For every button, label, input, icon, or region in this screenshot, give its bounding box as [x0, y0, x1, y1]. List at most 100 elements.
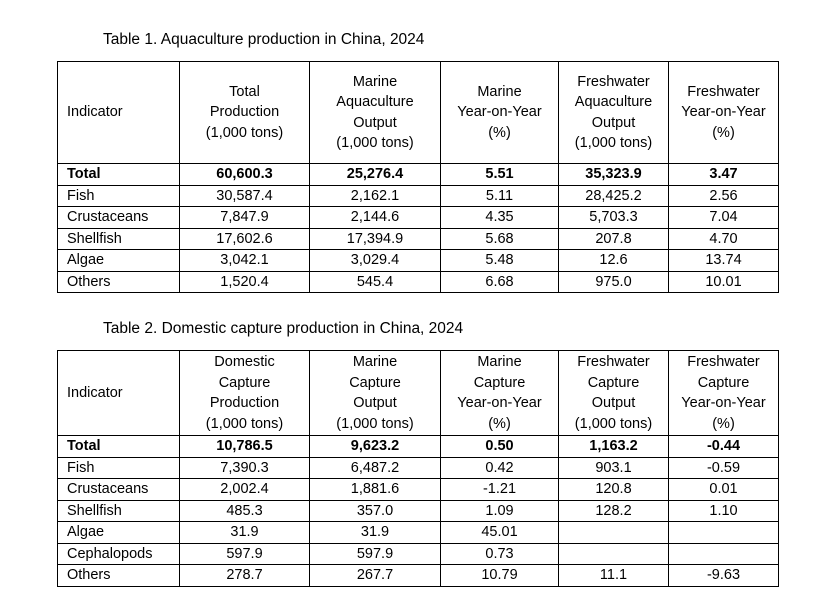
table-cell: 1,163.2: [558, 435, 669, 458]
row-label: Total: [57, 435, 180, 458]
table-cell: 2.56: [668, 184, 779, 207]
column-header: Freshwater Capture Year-on-Year (%): [668, 350, 779, 436]
table-cell: 10,786.5: [179, 435, 310, 458]
table-cell: 597.9: [179, 542, 310, 565]
table-row: Cephalopods 597.9 597.9 0.73: [57, 542, 779, 565]
column-header: Freshwater Capture Output (1,000 tons): [558, 350, 669, 436]
column-header: Freshwater Year-on-Year (%): [668, 61, 779, 164]
header-line: (1,000 tons): [336, 135, 414, 151]
header-line: Capture: [473, 374, 526, 391]
table-cell: 12.6: [558, 249, 669, 272]
header-line: Freshwater: [687, 83, 760, 100]
row-label: Fish: [57, 184, 180, 207]
table-cell: 1,881.6: [309, 478, 441, 501]
table-cell: 9,623.2: [309, 435, 441, 458]
header-indicator: Indicator: [57, 350, 180, 436]
header-line: (1,000 tons): [205, 124, 284, 141]
table-cell: 31.9: [309, 521, 441, 544]
table-cell: 6,487.2: [309, 456, 441, 479]
table-cell: 25,276.4: [309, 163, 441, 186]
table-cell: 2,002.4: [179, 478, 310, 501]
row-label: Others: [57, 270, 180, 293]
header-row: Indicator Total Production (1,000 tons) Mari…: [57, 61, 779, 164]
header-line: Marine: [477, 83, 522, 100]
row-label: Cephalopods: [57, 542, 180, 565]
column-header: Freshwater Aquaculture Output (1,000 tons): [558, 61, 669, 164]
table-cell: 3,042.1: [179, 249, 310, 272]
header-indicator: Indicator: [57, 61, 180, 164]
row-label: Algae: [57, 249, 180, 272]
table-cell: 5.51: [440, 163, 559, 186]
table-cell: 0.73: [440, 542, 559, 565]
header-line: (1,000 tons): [574, 415, 653, 432]
header-line: Production: [209, 104, 280, 121]
table-cell: 45.01: [440, 521, 559, 544]
table-cell: 6.68: [440, 270, 559, 293]
table-cell: 975.0: [558, 270, 669, 293]
table-cell: -0.59: [668, 456, 779, 479]
header-line: Domestic: [214, 354, 275, 370]
column-header: Marine Capture Output (1,000 tons): [309, 350, 441, 436]
table1-caption: Table 1. Aquaculture production in China…: [103, 31, 425, 48]
table-row: Fish 7,390.3 6,487.2 0.42 903.1 -0.59: [57, 456, 779, 479]
header-line: Capture: [587, 374, 640, 391]
table-row: Others 1,520.4 545.4 6.68 975.0 10.01: [57, 270, 779, 293]
capture-table: Indicator Domestic Capture Production (1,000…: [57, 350, 779, 587]
header-line: Marine: [477, 354, 522, 370]
table-row: Crustaceans 7,847.9 2,144.6 4.35 5,703.3 7.04: [57, 206, 779, 229]
table-cell: 5.48: [440, 249, 559, 272]
table-cell: 7,390.3: [179, 456, 310, 479]
table-cell: 10.79: [440, 564, 559, 587]
table-cell: 0.01: [668, 478, 779, 501]
column-header: Marine Year-on-Year (%): [440, 61, 559, 164]
table2-caption: Table 2. Domestic capture production in …: [103, 320, 464, 337]
header-line: (1,000 tons): [205, 415, 284, 432]
header-line: (%): [712, 124, 735, 141]
aquaculture-table: Indicator Total Production (1,000 tons) Mari…: [57, 61, 779, 293]
row-label: Total: [57, 163, 180, 186]
header-line: Capture: [349, 374, 401, 391]
table-cell: [668, 542, 779, 565]
table-cell: 5.11: [440, 184, 559, 207]
header-line: Aquaculture: [336, 94, 414, 110]
table-cell: 278.7: [179, 564, 310, 587]
header-line: Freshwater: [577, 73, 650, 90]
row-label: Crustaceans: [57, 478, 180, 501]
header-line: (1,000 tons): [574, 135, 653, 151]
column-header: Total Production (1,000 tons): [179, 61, 310, 164]
row-label: Algae: [57, 521, 180, 544]
row-label: Others: [57, 564, 180, 587]
header-line: (1,000 tons): [336, 415, 414, 432]
header-line: (%): [488, 415, 511, 432]
header-line: Production: [209, 395, 280, 411]
table-cell: 545.4: [309, 270, 441, 293]
table-cell: 35,323.9: [558, 163, 669, 186]
table-cell: 485.3: [179, 499, 310, 522]
row-label: Crustaceans: [57, 206, 180, 229]
table-cell: 11.1: [558, 564, 669, 587]
table-row: Total 10,786.5 9,623.2 0.50 1,163.2 -0.44: [57, 435, 779, 458]
table-cell: 4.35: [440, 206, 559, 229]
table-cell: 4.70: [668, 227, 779, 250]
row-label: Fish: [57, 456, 180, 479]
table-cell: -9.63: [668, 564, 779, 587]
table-cell: 1,520.4: [179, 270, 310, 293]
table-cell: 207.8: [558, 227, 669, 250]
header-line: Year-on-Year: [681, 395, 766, 411]
table-cell: 1.09: [440, 499, 559, 522]
table-row: Fish 30,587.4 2,162.1 5.11 28,425.2 2.56: [57, 184, 779, 207]
row-label: Shellfish: [57, 227, 180, 250]
table-cell: 60,600.3: [179, 163, 310, 186]
column-header: Domestic Capture Production (1,000 tons): [179, 350, 310, 436]
table-row: Shellfish 485.3 357.0 1.09 128.2 1.10: [57, 499, 779, 522]
header-line: Aquaculture: [574, 94, 653, 110]
table-cell: 903.1: [558, 456, 669, 479]
table-row: Algae 3,042.1 3,029.4 5.48 12.6 13.74: [57, 249, 779, 272]
table-cell: 357.0: [309, 499, 441, 522]
header-line: Marine: [352, 73, 398, 90]
table-cell: -0.44: [668, 435, 779, 458]
table-cell: 5.68: [440, 227, 559, 250]
header-line: Output: [353, 114, 397, 131]
table-row: Total 60,600.3 25,276.4 5.51 35,323.9 3.47: [57, 163, 779, 186]
table-row: Crustaceans 2,002.4 1,881.6 -1.21 120.8 0.01: [57, 478, 779, 501]
